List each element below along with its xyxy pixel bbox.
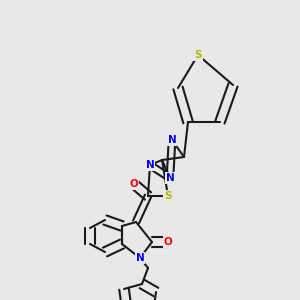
- Text: N: N: [166, 173, 174, 183]
- Text: S: S: [164, 191, 172, 201]
- Text: N: N: [146, 160, 154, 170]
- Text: O: O: [130, 179, 138, 189]
- Text: N: N: [136, 253, 144, 263]
- Text: O: O: [164, 237, 172, 247]
- Text: N: N: [168, 135, 176, 145]
- Text: S: S: [194, 50, 202, 60]
